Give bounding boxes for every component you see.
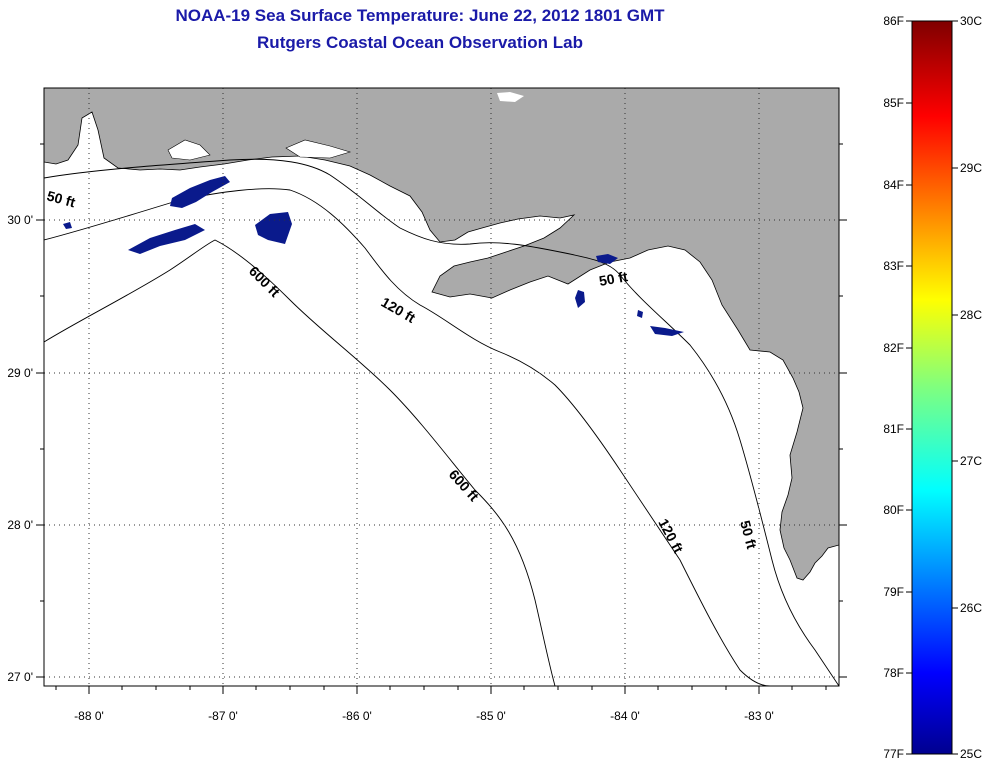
colorbar-f-label: 84F [883, 178, 904, 192]
colorbar-f-label: 83F [883, 259, 904, 273]
colorbar-f-label: 82F [883, 341, 904, 355]
colorbar-c-label: 26C [960, 601, 982, 615]
contour-label: 50 ft [737, 519, 760, 551]
lon-label: -83 0' [744, 709, 774, 723]
colorbar-f-label: 78F [883, 666, 904, 680]
colorbar-c-label: 29C [960, 161, 982, 175]
lon-label: -87 0' [208, 709, 238, 723]
colorbar-f-label: 77F [883, 747, 904, 761]
sst-data-patches [63, 176, 684, 336]
axis-ticks [36, 143, 847, 694]
map-frame [43, 87, 840, 687]
colorbar-f-label: 81F [883, 422, 904, 436]
lon-label: -86 0' [342, 709, 372, 723]
colorbar-ticks [906, 20, 958, 755]
lon-label: -84 0' [610, 709, 640, 723]
map-subtitle: Rutgers Coastal Ocean Observation Lab [257, 33, 583, 52]
lat-label: 27 0' [7, 670, 33, 684]
colorbar-f-label: 79F [883, 585, 904, 599]
lon-label: -85 0' [476, 709, 506, 723]
contour-label: 50 ft [598, 268, 629, 289]
depth-contour-50ft [44, 158, 839, 686]
temperature-colorbar [911, 20, 953, 755]
colorbar-f-label: 80F [883, 503, 904, 517]
depth-contour-600ft [44, 239, 556, 686]
colorbar-f-label: 86F [883, 14, 904, 28]
colorbar-f-label: 85F [883, 96, 904, 110]
bay-inlet [285, 139, 352, 159]
lon-label: -88 0' [74, 709, 104, 723]
depth-contour-120ft [44, 188, 771, 686]
lat-label: 29 0' [7, 366, 33, 380]
colorbar-c-label: 25C [960, 747, 982, 761]
lat-label: 30 0' [7, 213, 33, 227]
map-title: NOAA-19 Sea Surface Temperature: June 22… [175, 6, 665, 25]
inland-lake [497, 92, 524, 102]
colorbar-c-label: 27C [960, 454, 982, 468]
lat-label: 28 0' [7, 518, 33, 532]
contour-label: 50 ft [45, 187, 77, 210]
colorbar-c-label: 30C [960, 14, 982, 28]
land-mass [44, 88, 839, 581]
colorbar-c-label: 28C [960, 308, 982, 322]
bay-inlet [167, 139, 211, 161]
